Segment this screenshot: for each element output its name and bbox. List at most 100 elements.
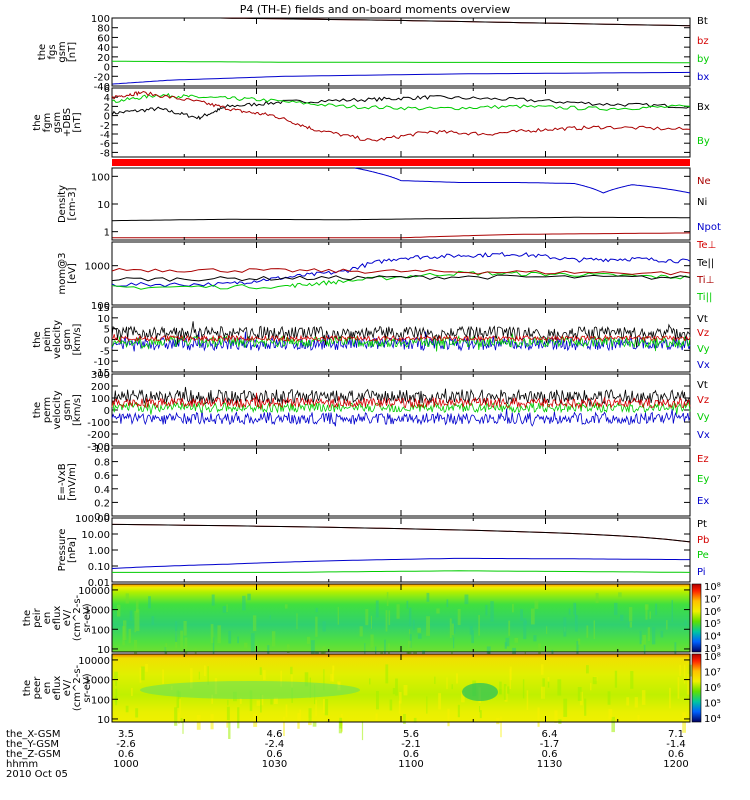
- legend-entry: Bz: [697, 0, 709, 3]
- peir-texture: [269, 615, 271, 620]
- y-axis-label: velocity: [52, 320, 63, 359]
- y-axis-label: [km/s]: [72, 394, 83, 426]
- peer-texture: [586, 665, 589, 674]
- peer-texture: [375, 713, 378, 721]
- peer-texture: [687, 673, 690, 695]
- x-axis-row-label: the_Z-GSM: [6, 749, 61, 760]
- peer-texture: [174, 707, 178, 726]
- y-tick-label: -5: [100, 346, 110, 357]
- peir-texture: [629, 622, 632, 628]
- peir-texture: [446, 599, 449, 608]
- colorbar-tick-label: 10⁴: [704, 714, 721, 725]
- y-axis-label: gsm: [62, 329, 73, 350]
- peer-texture: [115, 688, 118, 706]
- peer-texture: [541, 686, 545, 699]
- legend-entry: Vx: [697, 360, 710, 371]
- peir-texture: [375, 600, 379, 618]
- y-axis-label: Pressure: [57, 529, 68, 572]
- series-line-peim: [111, 333, 691, 352]
- peer-texture: [376, 691, 379, 710]
- peer-texture: [498, 689, 502, 695]
- peir-texture: [148, 596, 151, 609]
- peir-texture: [464, 594, 469, 605]
- peer-texture: [547, 682, 550, 688]
- peir-texture: [538, 643, 541, 658]
- peer-texture: [226, 720, 229, 728]
- x-axis-value: 0.6: [542, 749, 558, 760]
- peir-texture: [237, 636, 239, 644]
- series-line-pressure: [111, 523, 691, 543]
- peer-texture: [283, 716, 285, 737]
- peir-texture: [384, 639, 386, 662]
- peer-texture: [135, 708, 139, 718]
- peer-texture: [634, 697, 638, 708]
- peir-texture: [370, 615, 372, 629]
- peir-texture: [322, 621, 326, 632]
- colorbar-tick-label: 10⁵: [704, 699, 721, 710]
- panel-density: 100 10 1 Density [cm-3] Ne Ni Npot: [57, 167, 721, 241]
- y-tick-label: 300: [91, 370, 110, 381]
- perm-frame: [111, 373, 691, 447]
- y-tick-label: 0.2: [94, 498, 110, 509]
- peir-texture: [385, 610, 388, 632]
- peer-texture: [509, 666, 512, 681]
- series-line-peim: [111, 331, 691, 352]
- series-line-temp: [111, 267, 691, 276]
- series-line-perm: [111, 386, 691, 407]
- peer-texture: [256, 700, 261, 706]
- peer-texture: [290, 666, 293, 675]
- peer-texture: [324, 698, 329, 716]
- peir-texture: [359, 626, 363, 637]
- peer-texture: [270, 698, 273, 705]
- peer-texture: [315, 699, 317, 717]
- peir-texture: [478, 615, 480, 636]
- x-axis-value: 7.1: [668, 729, 684, 740]
- y-tick-label: 0: [104, 406, 110, 417]
- y-tick-label: -8: [100, 148, 110, 159]
- peer-texture: [456, 673, 458, 684]
- peir-texture: [577, 638, 581, 645]
- series-line-density: [111, 216, 690, 222]
- peer-texture: [338, 720, 343, 734]
- peer-texture: [125, 705, 129, 713]
- y-axis-label: (cm^2-s-: [72, 664, 83, 711]
- density-frame: [111, 167, 691, 241]
- peir-texture: [655, 603, 658, 616]
- peir-texture: [244, 642, 248, 649]
- peir-texture: [660, 630, 664, 638]
- peir-texture: [252, 615, 257, 632]
- y-axis-label: peer: [32, 676, 43, 700]
- y-tick-label: 10: [97, 200, 110, 211]
- colorbar-tick-label: 10⁶: [704, 607, 721, 618]
- peir-texture: [512, 647, 516, 658]
- series-line-pressure: [111, 557, 690, 569]
- peer-texture: [683, 664, 686, 684]
- series-line-peim: [111, 333, 691, 343]
- peir-texture: [574, 603, 577, 626]
- x-axis-row-label: the_Y-GSM: [6, 739, 59, 750]
- series-line-temp: [111, 274, 691, 282]
- y-axis-label: the: [37, 44, 48, 60]
- peir-texture: [546, 626, 548, 634]
- peir-texture: [512, 603, 514, 613]
- y-axis-label: fgs: [47, 44, 58, 59]
- peir-texture: [504, 642, 507, 649]
- peir-texture: [575, 614, 578, 632]
- series-line-peim: [111, 321, 691, 348]
- peir-texture: [364, 643, 366, 658]
- peir-texture: [284, 604, 288, 609]
- peir-texture: [337, 606, 339, 625]
- y-tick-label: -4: [100, 130, 110, 141]
- peir-texture: [184, 637, 188, 659]
- y-tick-label: 1: [104, 228, 110, 239]
- y-tick-label: -200: [87, 430, 110, 441]
- peer-texture: [323, 669, 325, 691]
- x-axis-value: 0.6: [267, 749, 283, 760]
- peer-texture: [554, 710, 558, 723]
- y-axis-label: [mV/m]: [67, 463, 78, 501]
- peir-texture: [271, 631, 276, 647]
- x-axis-value: 3.5: [118, 729, 134, 740]
